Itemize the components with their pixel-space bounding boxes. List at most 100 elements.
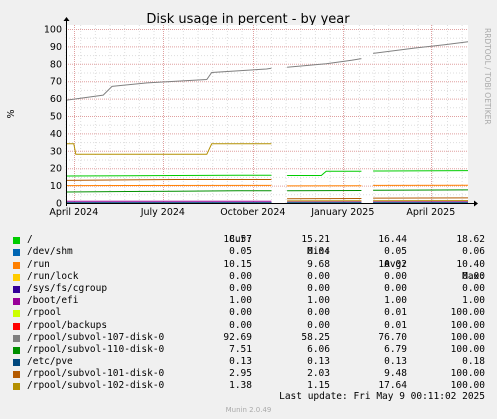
y-tick-label: 90 <box>50 42 62 53</box>
legend-cur: 18.57 <box>223 234 252 246</box>
legend-row: /dev/shm 0.05 0.04 0.05 0.06 <box>12 246 487 258</box>
y-tick-label: 40 <box>50 129 62 140</box>
legend-avg: 0.05 <box>384 246 407 258</box>
legend-row: /boot/efi 1.00 1.00 1.00 1.00 <box>12 295 487 307</box>
legend-header: Cur: Min: Avg: Max: <box>12 222 487 282</box>
legend-avg: 0.00 <box>384 282 407 294</box>
series-line <box>65 174 272 177</box>
y-tick-label: 30 <box>50 146 62 157</box>
legend-row: /rpool 0.00 0.00 0.01 100.00 <box>12 307 487 319</box>
legend-row: /rpool/backups 0.00 0.00 0.01 100.00 <box>12 320 487 332</box>
legend-row: /rpool/subvol-107-disk-0 92.69 58.25 76.70 1… <box>12 332 487 344</box>
legend-min: 2.03 <box>307 368 330 380</box>
series-line <box>373 41 469 54</box>
legend-cur: 1.00 <box>229 295 252 307</box>
legend-avg: 0.01 <box>384 307 407 319</box>
legend-name: /rpool/subvol-101-disk-0 <box>27 368 165 380</box>
legend-min: 1.15 <box>307 380 330 392</box>
legend-name: /dev/shm <box>27 246 73 258</box>
series-line <box>287 170 362 176</box>
legend-avg: 0.00 <box>384 270 407 282</box>
legend-name: /etc/pve <box>27 356 73 368</box>
legend-swatch <box>13 359 20 367</box>
legend-row: / 18.57 15.21 16.44 18.62 <box>12 234 487 246</box>
legend-swatch <box>13 322 20 330</box>
legend-row: /etc/pve 0.13 0.13 0.13 0.18 <box>12 356 487 368</box>
legend-cur: 0.00 <box>229 270 252 282</box>
legend-min: 0.00 <box>307 319 330 331</box>
legend-name: /run <box>27 258 50 270</box>
x-axis-arrow <box>474 200 478 207</box>
legend-cur: 0.13 <box>229 356 252 368</box>
legend-avg: 9.48 <box>384 368 407 380</box>
legend-avg: 17.64 <box>378 380 407 392</box>
legend-swatch <box>13 285 20 293</box>
y-tick-label: 20 <box>50 164 62 175</box>
last-update: Last update: Fri May 9 00:11:02 2025 <box>279 391 485 402</box>
legend-swatch <box>13 261 20 269</box>
chart-canvas: Disk usage in percent - by year % RRDTOO… <box>6 12 492 218</box>
series-line <box>287 58 362 68</box>
legend-swatch <box>13 371 20 379</box>
legend-avg: 0.01 <box>384 319 407 331</box>
legend-min: 0.00 <box>307 282 330 294</box>
legend-avg: 76.70 <box>378 331 407 343</box>
legend-max: 100.00 <box>450 380 485 392</box>
legend-avg: 0.13 <box>384 356 407 368</box>
legend-max: 18.62 <box>456 234 485 246</box>
legend-cur: 1.38 <box>229 380 252 392</box>
legend-min: 9.68 <box>307 258 330 270</box>
series-line <box>65 179 272 181</box>
legend-name: / <box>27 234 33 246</box>
legend-max: 100.00 <box>450 368 485 380</box>
y-tick-label: 10 <box>50 181 62 192</box>
legend-swatch <box>13 383 20 391</box>
legend-swatch <box>13 298 20 306</box>
legend-min: 0.13 <box>307 356 330 368</box>
legend: Cur: Min: Avg: Max: / 18.57 15.21 16.44 18.6… <box>12 222 487 393</box>
legend-max: 0.00 <box>462 270 485 282</box>
y-tick-label: 70 <box>50 77 62 88</box>
x-tick-label: April 2025 <box>406 207 455 218</box>
series-line <box>66 143 272 155</box>
legend-swatch <box>13 249 20 257</box>
series-line <box>65 190 272 193</box>
header-avg: Avg: <box>384 258 407 270</box>
y-tick-label: 80 <box>50 59 62 70</box>
legend-name: /run/lock <box>27 270 79 282</box>
header-min: Min: <box>307 246 330 258</box>
legend-min: 0.00 <box>307 307 330 319</box>
legend-min: 6.06 <box>307 343 330 355</box>
legend-cur: 2.95 <box>229 368 252 380</box>
legend-cur: 0.05 <box>229 246 252 258</box>
legend-max: 100.00 <box>450 331 485 343</box>
legend-avg: 1.00 <box>384 295 407 307</box>
header-cur: Cur: <box>229 234 252 246</box>
legend-max: 0.18 <box>462 356 485 368</box>
legend-max: 10.40 <box>456 258 485 270</box>
series-lines <box>65 41 469 204</box>
legend-max: 100.00 <box>450 343 485 355</box>
y-axis-arrow <box>63 17 70 21</box>
legend-name: /rpool/subvol-110-disk-0 <box>27 343 165 355</box>
legend-cur: 10.15 <box>223 258 252 270</box>
legend-min: 58.25 <box>301 331 330 343</box>
y-axis-label: % <box>6 109 17 118</box>
legend-name: /rpool/subvol-107-disk-0 <box>27 331 165 343</box>
legend-cur: 7.51 <box>229 343 252 355</box>
legend-row: /sys/fs/cgroup 0.00 0.00 0.00 0.00 <box>12 283 487 295</box>
legend-avg: 6.79 <box>384 343 407 355</box>
legend-swatch <box>13 334 20 342</box>
legend-swatch <box>13 346 20 354</box>
legend-avg: 10.02 <box>378 258 407 270</box>
legend-cur: 0.00 <box>229 282 252 294</box>
x-tick-label: January 2025 <box>310 207 374 218</box>
x-tick-label: July 2024 <box>140 207 185 218</box>
legend-row: /rpool/subvol-102-disk-0 1.38 1.15 17.64 100… <box>12 380 487 392</box>
legend-min: 1.00 <box>307 295 330 307</box>
legend-row: /rpool/subvol-110-disk-0 7.51 6.06 6.79 100.… <box>12 344 487 356</box>
legend-max: 1.00 <box>462 295 485 307</box>
legend-swatch <box>13 273 20 281</box>
legend-cur: 0.00 <box>229 307 252 319</box>
legend-row: /rpool/subvol-101-disk-0 2.95 2.03 9.48 100.… <box>12 368 487 380</box>
